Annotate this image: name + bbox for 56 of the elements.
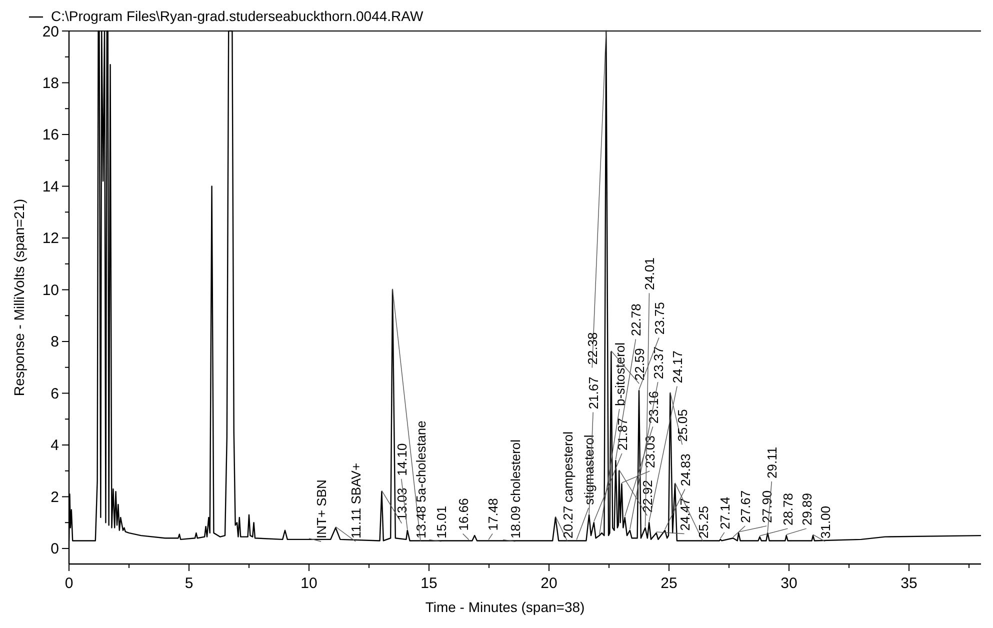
annotation: 31.00 xyxy=(818,506,833,538)
annotation: 22.92 xyxy=(640,480,656,513)
x-tick-label: 15 xyxy=(420,575,438,592)
annotation: b-sitosterol xyxy=(612,342,628,406)
annotation: 14.10 xyxy=(394,443,410,476)
annotation: 22.78 xyxy=(628,304,644,336)
annotation: 27.67 xyxy=(738,490,754,523)
annotation: 15.01 xyxy=(434,506,450,538)
annotation: 28.78 xyxy=(780,492,796,526)
x-tick-label: 5 xyxy=(184,575,194,592)
annotation: 13.03 xyxy=(394,488,410,520)
annotation: 29.11 xyxy=(764,446,780,478)
x-tick-label: 0 xyxy=(64,575,74,592)
legend-label: C:\Program Files\Ryan-grad.studerseabuckthorn.0044.RAW xyxy=(51,8,424,24)
annotation: 25.05 xyxy=(675,409,690,442)
y-tick-label: 16 xyxy=(42,126,59,144)
annotation: 17.48 xyxy=(486,498,501,531)
annotation: 23.16 xyxy=(646,391,661,424)
x-tick-label: 10 xyxy=(300,575,318,592)
annotation: 22.38 xyxy=(585,332,600,365)
annotation: 29.89 xyxy=(799,492,814,526)
y-tick-label: 12 xyxy=(42,230,59,248)
annotation: 24.01 xyxy=(642,258,658,290)
annotation: 22.59 xyxy=(632,348,648,381)
y-axis-title: Response - MilliVolts (span=21) xyxy=(11,198,27,396)
annotation: 23.37 xyxy=(650,346,666,380)
annotation: 23.75 xyxy=(652,302,667,335)
y-tick-label: 2 xyxy=(50,488,59,506)
y-tick-label: 6 xyxy=(50,385,59,402)
y-tick-label: 10 xyxy=(42,282,59,299)
annotation: 27.90 xyxy=(760,490,775,523)
y-tick-label: 20 xyxy=(42,23,59,40)
y-tick-label: 8 xyxy=(50,334,59,351)
x-tick-label: 20 xyxy=(540,575,558,592)
y-tick-label: 0 xyxy=(50,540,59,558)
x-tick-label: 25 xyxy=(660,575,678,592)
x-axis-title: Time - Minutes (span=38) xyxy=(425,599,585,615)
annotation: 24.17 xyxy=(670,350,686,384)
annotation: 27.14 xyxy=(717,496,732,530)
annotation: 16.66 xyxy=(456,498,471,531)
annotation: 24.47 xyxy=(677,498,692,531)
x-tick-label: 30 xyxy=(780,575,798,592)
annotation: 18.09 cholesterol xyxy=(508,439,524,538)
annotation: INT+ SBN xyxy=(314,480,329,538)
annotation: stigmasterol xyxy=(582,434,597,505)
annotation: 13.48 5a-cholestane xyxy=(414,420,429,538)
annotation: 21.87 xyxy=(614,418,630,451)
y-tick-label: 4 xyxy=(50,437,59,454)
y-tick-label: 18 xyxy=(42,75,59,92)
annotation: 20.27 campesterol xyxy=(560,431,576,538)
y-tick-label: 14 xyxy=(42,178,59,196)
annotation: 25.25 xyxy=(696,506,711,538)
x-tick-label: 35 xyxy=(900,575,918,592)
annotation: 21.67 xyxy=(586,376,602,410)
annotation: 24.83 xyxy=(678,454,693,486)
annotation: 11.11 SBAV+ xyxy=(348,462,364,538)
